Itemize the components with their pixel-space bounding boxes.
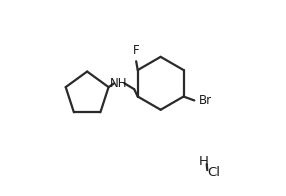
Text: F: F xyxy=(133,44,140,57)
Text: NH: NH xyxy=(110,77,127,90)
Text: Cl: Cl xyxy=(208,166,221,179)
Text: H: H xyxy=(199,155,209,168)
Text: Br: Br xyxy=(199,94,212,107)
